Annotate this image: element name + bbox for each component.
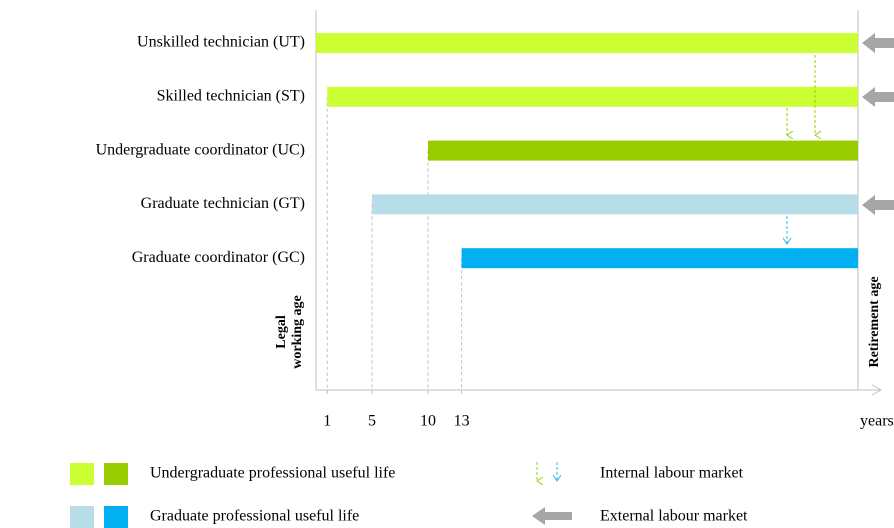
bar xyxy=(327,86,858,107)
legend-swatch xyxy=(70,463,94,485)
legend-label: External labour market xyxy=(600,508,748,525)
legend-label: Graduate professional useful life xyxy=(150,508,359,525)
external-arrow xyxy=(862,87,894,107)
x-tick-label: 1 xyxy=(323,413,331,430)
category-label: Graduate technician (GT) xyxy=(141,195,305,212)
external-arrow xyxy=(862,33,894,53)
legend-swatch xyxy=(104,463,128,485)
x-axis-label: years xyxy=(860,413,894,430)
legend-label: Internal labour market xyxy=(600,465,744,482)
bar xyxy=(427,140,858,161)
bar xyxy=(316,33,858,53)
category-label: Skilled technician (ST) xyxy=(157,87,305,104)
start-annotation: working age xyxy=(290,295,305,369)
axis-arrow xyxy=(871,384,883,396)
start-annotation: Legal xyxy=(274,315,289,349)
x-tick-label: 13 xyxy=(454,413,470,430)
category-label: Unskilled technician (UT) xyxy=(137,34,305,51)
end-annotation: Retirement age xyxy=(867,276,882,367)
legend-swatch xyxy=(70,506,94,528)
x-tick-label: 5 xyxy=(368,413,376,430)
legend-label: Undergraduate professional useful life xyxy=(150,465,395,482)
category-label: Undergraduate coordinator (UC) xyxy=(96,141,305,158)
legend-swatch xyxy=(104,506,128,528)
bar xyxy=(461,248,858,269)
x-tick-label: 10 xyxy=(420,413,436,430)
legend-external xyxy=(532,507,572,525)
category-label: Graduate coordinator (GC) xyxy=(132,249,305,266)
bar xyxy=(371,194,858,215)
external-arrow xyxy=(862,195,894,215)
